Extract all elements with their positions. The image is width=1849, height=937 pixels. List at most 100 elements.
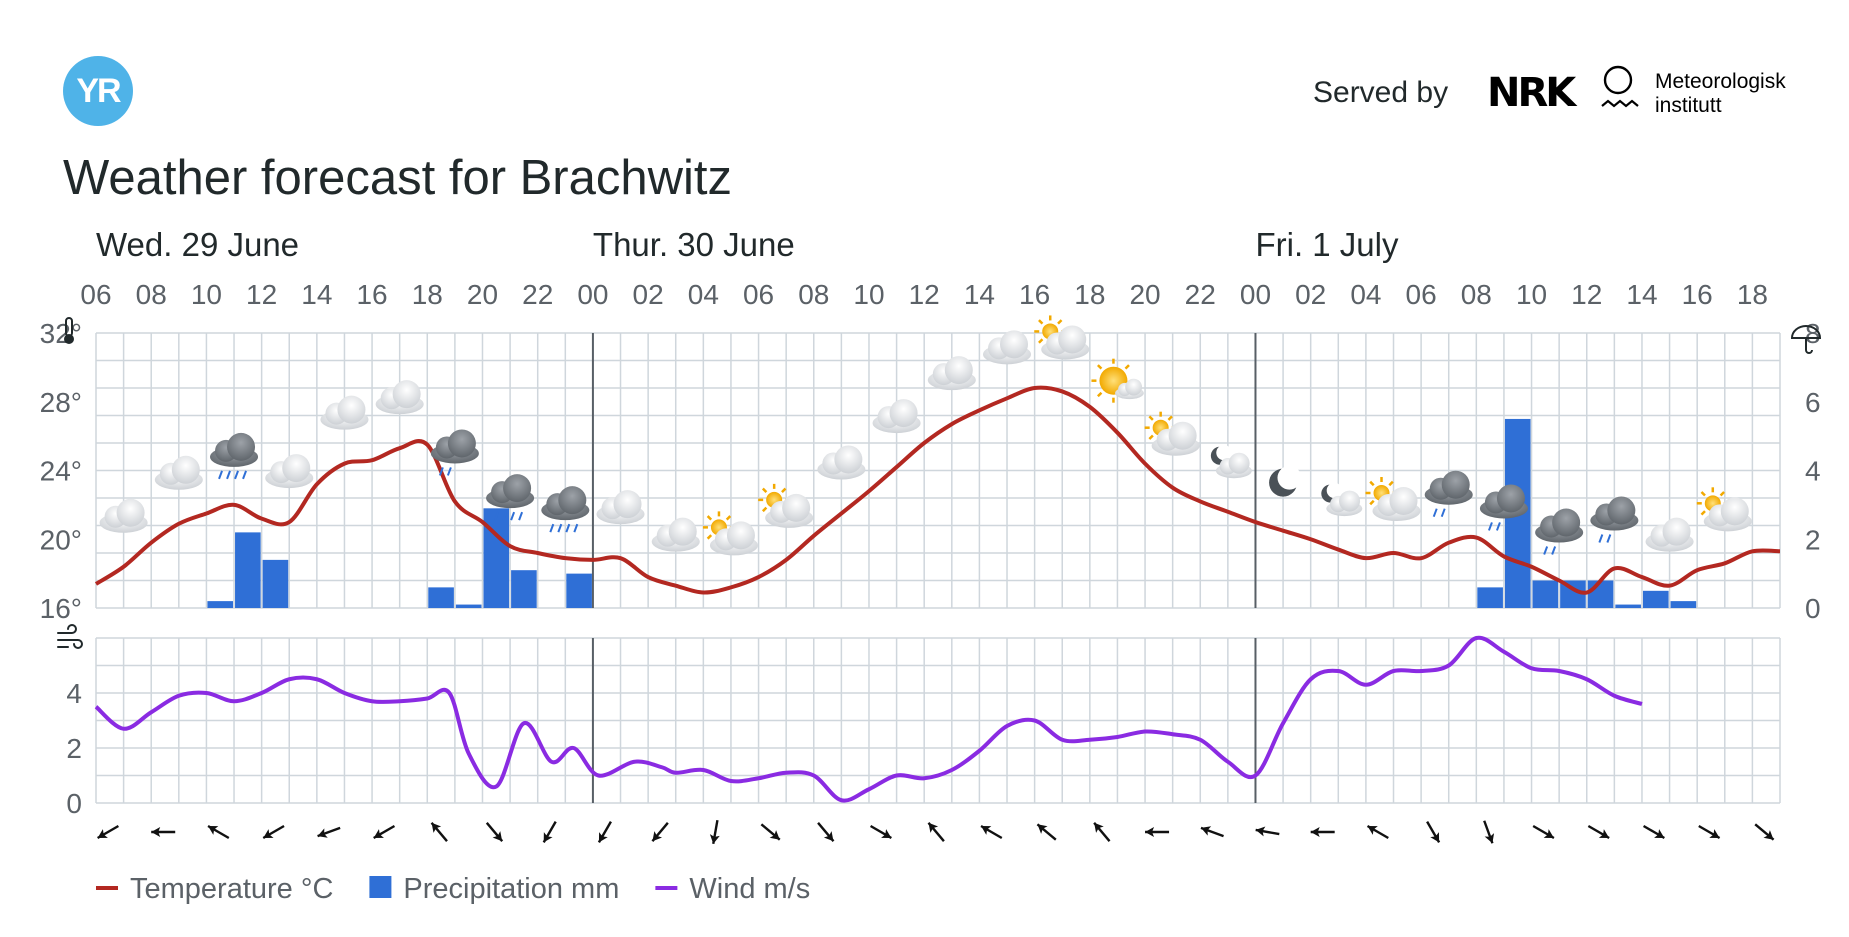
legend-swatch <box>369 876 392 898</box>
wind-direction-arrow <box>1483 820 1495 844</box>
x-tick-label: 10 <box>191 279 222 310</box>
temperature-tick-label: 20° <box>40 524 82 555</box>
wind-direction-arrow <box>1310 827 1335 837</box>
wind-direction-arrow <box>1200 826 1224 838</box>
x-tick-label: 16 <box>1019 279 1050 310</box>
weather-cloud-icon <box>99 498 148 533</box>
x-tick-label: 08 <box>136 279 167 310</box>
wind-direction-arrow <box>1698 824 1721 840</box>
x-tick-label: 10 <box>853 279 884 310</box>
wind-direction-arrow <box>597 821 612 843</box>
weather-cloud-icon <box>1645 517 1694 552</box>
weather-cloud-icon <box>596 490 645 525</box>
wind-direction-arrow <box>869 824 892 840</box>
precipitation-bar <box>1642 590 1669 608</box>
x-tick-label: 14 <box>964 279 995 310</box>
met-institute-logo-icon <box>1601 65 1639 108</box>
weather-partly-sunny-icon <box>1144 411 1200 456</box>
weather-partly-sunny-icon <box>1365 477 1421 521</box>
temperature-tick-label: 24° <box>40 456 82 487</box>
day-label: Fri. 1 July <box>1255 226 1399 263</box>
x-tick-label: 20 <box>1129 279 1160 310</box>
precipitation-bar <box>566 573 592 608</box>
page-title: Weather forecast for Brachwitz <box>63 151 733 205</box>
x-tick-label: 14 <box>301 279 332 310</box>
x-tick-label: 14 <box>1626 279 1657 310</box>
weather-rain-light-icon <box>1424 470 1473 518</box>
x-tick-label: 08 <box>1461 279 1492 310</box>
precipitation-bar <box>1587 580 1614 608</box>
wind-direction-arrow <box>1145 827 1170 837</box>
x-tick-label: 18 <box>412 279 443 310</box>
x-tick-label: 22 <box>1185 279 1216 310</box>
precipitation-bar <box>1615 604 1641 608</box>
met-name-line2: institutt <box>1655 94 1722 117</box>
weather-rain-light-icon <box>1590 496 1639 543</box>
wind-direction-arrow <box>430 822 448 842</box>
day-label: Wed. 29 June <box>96 226 299 263</box>
wind-direction-arrow <box>542 821 557 843</box>
precipitation-bar <box>207 601 234 608</box>
wind-direction-arrow <box>151 827 176 837</box>
x-tick-label: 06 <box>80 279 111 310</box>
legend-item[interactable]: Precipitation mm <box>369 873 619 905</box>
x-tick-label: 08 <box>798 279 829 310</box>
weather-partly-sunny-icon <box>702 511 758 556</box>
x-tick-label: 10 <box>1516 279 1547 310</box>
precipitation-tick-label: 4 <box>1805 456 1821 487</box>
precipitation-tick-label: 0 <box>1805 593 1821 624</box>
precipitation-bar <box>428 587 454 608</box>
wind-direction-arrow <box>1366 824 1389 840</box>
temperature-line <box>94 385 1781 595</box>
nrk-logo[interactable]: NRK <box>1487 70 1576 116</box>
x-tick-label: 12 <box>246 279 277 310</box>
x-tick-label: 00 <box>1240 279 1271 310</box>
day-label: Thur. 30 June <box>593 226 795 263</box>
legend-item[interactable]: Wind m/s <box>655 873 810 905</box>
wind-tick-label: 4 <box>66 678 82 709</box>
weather-partly-sunny-icon <box>1696 487 1752 532</box>
legend-label: Precipitation mm <box>403 873 619 905</box>
weather-cloud-icon <box>983 330 1032 365</box>
weather-rain-heavy-icon <box>486 474 535 521</box>
wind-direction-arrow <box>97 824 119 840</box>
wind-direction-arrow <box>760 823 781 841</box>
precipitation-tick-label: 2 <box>1805 524 1821 555</box>
legend-item[interactable]: Temperature °C <box>96 873 333 905</box>
weather-partly-sunny-icon <box>758 483 814 528</box>
x-tick-label: 16 <box>1682 279 1713 310</box>
met-name-line1: Meteorologisk <box>1655 70 1786 93</box>
x-tick-label: 12 <box>909 279 940 310</box>
x-tick-label: 00 <box>577 279 608 310</box>
served-by-label: Served by <box>1313 76 1449 109</box>
weather-rain-heavy-icon <box>541 486 590 533</box>
weather-cloud-icon <box>872 399 921 434</box>
yr-logo[interactable]: YR <box>63 56 133 126</box>
wind-direction-arrow <box>817 822 835 842</box>
precipitation-bar <box>1477 587 1503 608</box>
met-institute-name[interactable]: Meteorologisk institutt <box>1655 70 1786 118</box>
wind-tick-label: 0 <box>66 788 82 819</box>
weather-fair-sun-icon <box>1091 358 1144 403</box>
precipitation-tick-label: 6 <box>1805 387 1821 418</box>
wind-direction-arrow <box>1426 821 1441 843</box>
weather-cloud-icon <box>154 455 203 490</box>
legend-label: Temperature °C <box>130 873 333 905</box>
weather-moon-icon <box>1269 465 1302 497</box>
x-tick-label: 04 <box>1350 279 1381 310</box>
wind-direction-arrow <box>373 824 396 840</box>
wind-direction-arrow <box>1255 826 1280 837</box>
wind-direction-arrow <box>485 822 504 842</box>
precipitation-bar <box>1532 580 1559 608</box>
precipitation-bar <box>483 508 510 608</box>
wind-direction-arrow <box>317 826 341 838</box>
wind-direction-arrow <box>1642 824 1665 840</box>
weather-rain-light-icon <box>1535 508 1584 555</box>
weather-cloud-icon <box>265 454 314 489</box>
weather-rain-light-icon <box>430 429 479 476</box>
x-tick-label: 20 <box>467 279 498 310</box>
x-tick-label: 02 <box>1295 279 1326 310</box>
x-tick-label: 18 <box>1737 279 1768 310</box>
